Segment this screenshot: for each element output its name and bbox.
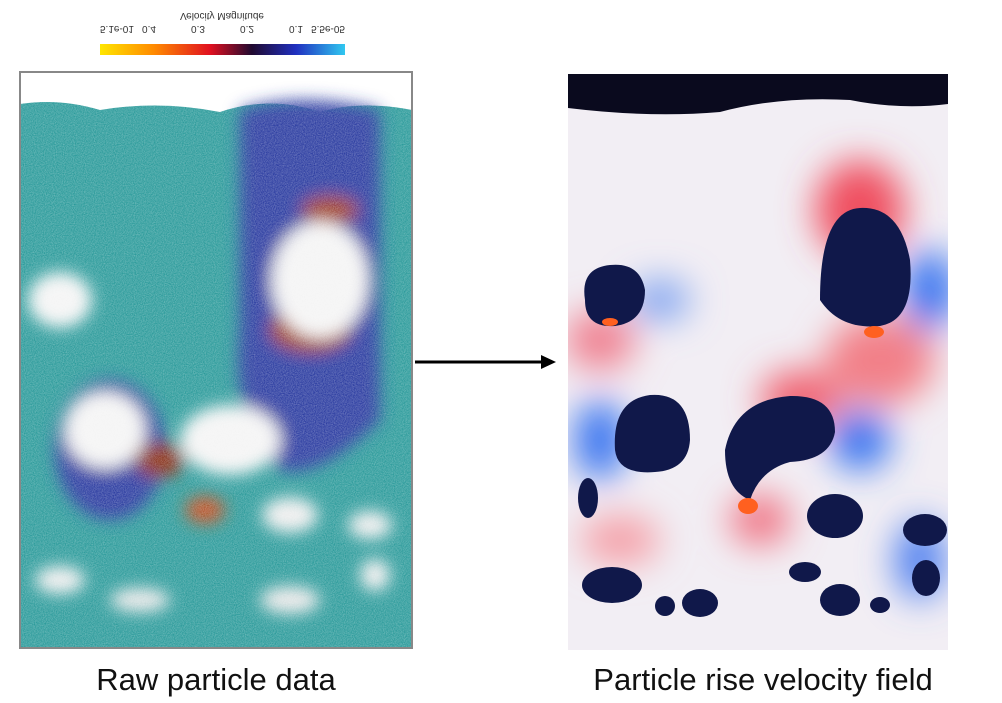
velocity-field-image: [568, 74, 948, 650]
caption: Particle rise velocity field: [593, 662, 932, 697]
colorbar-tick-label: 0.3: [191, 23, 205, 34]
colorbar-tick-label: 0.1: [289, 23, 303, 34]
raw-particle-image: [20, 72, 412, 648]
colorbar-tick-label: 5.5e-05: [311, 23, 345, 34]
colorbar-tick-label: 0.4: [142, 23, 156, 34]
colorbar-title: Velocity Magnitude: [180, 10, 264, 21]
colorbar-tick-label: 0.2: [240, 23, 254, 34]
colorbar-tick-label: 5.1e-01: [100, 23, 134, 34]
colorbar-gradient: [100, 44, 345, 55]
arrow: [415, 355, 556, 369]
caption: Raw particle data: [96, 662, 336, 697]
colorbar: Velocity Magnitude 5.1e-01 0.4 0.3 0.2 0.1 5.…: [100, 10, 345, 55]
